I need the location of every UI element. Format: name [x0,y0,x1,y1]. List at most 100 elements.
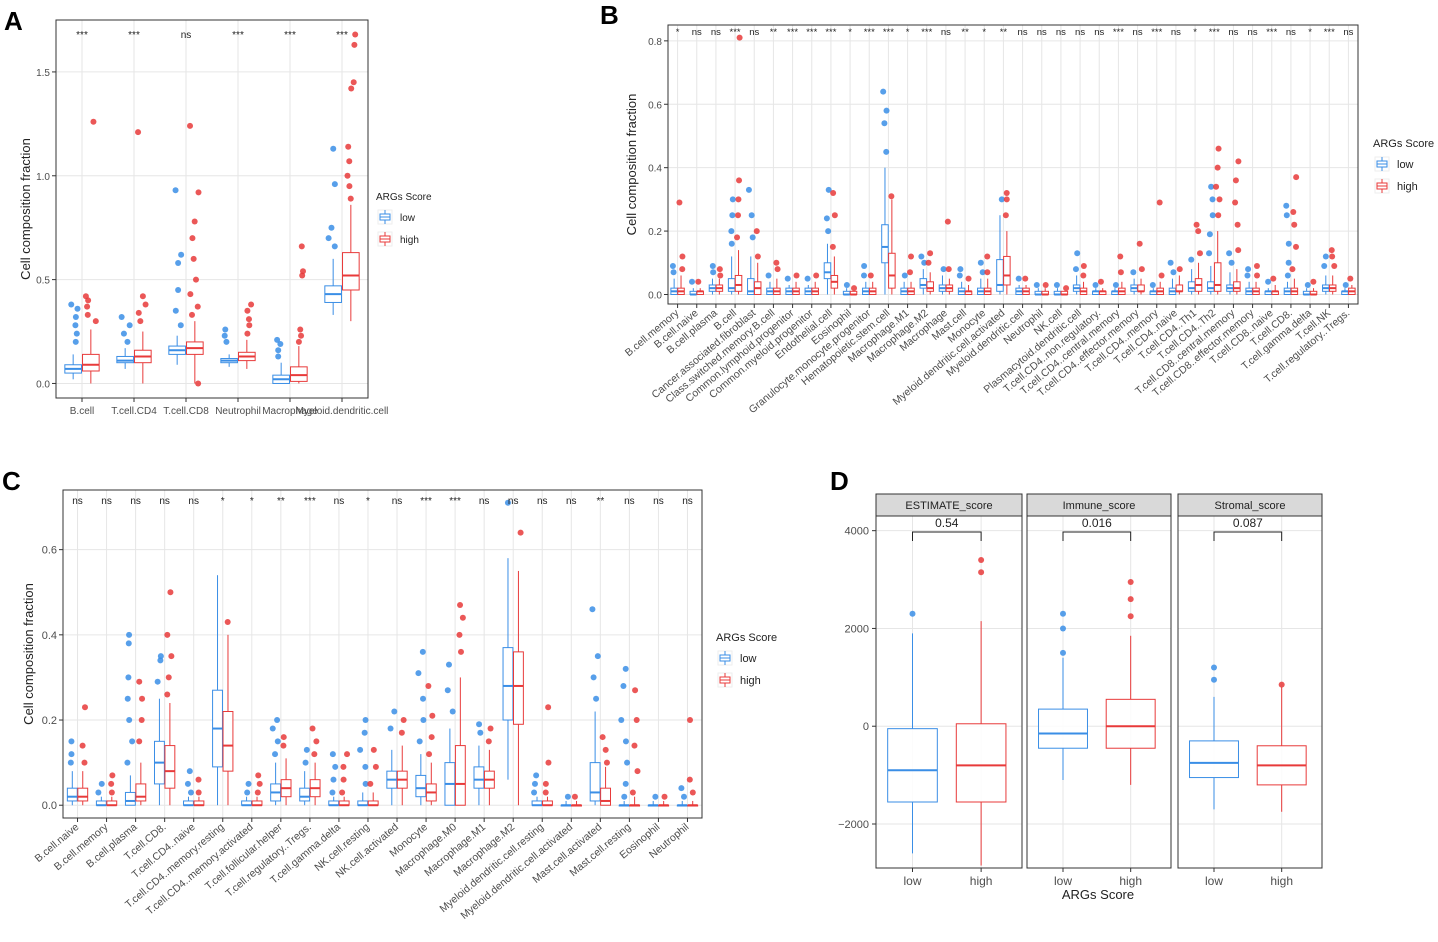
box-low-box [919,278,928,289]
significance-label: ns [682,496,693,507]
box-low-outlier [749,234,756,241]
facet-border [1026,515,1172,869]
box-high-outlier [1195,228,1202,235]
box-high-outlier [689,789,696,796]
box-low-outlier [362,717,369,724]
box-low-outlier [1265,278,1272,285]
significance-label: * [982,27,986,38]
box-high-outlier [138,717,145,724]
y-tick-label: 4000 [845,526,869,538]
panel-label-b: B [600,0,619,30]
x-tick-label: B.cell [70,406,94,417]
significance-label: ns [392,496,403,507]
box-high-outlier [1127,579,1134,585]
box-high-outlier [793,272,800,279]
box-low-outlier [1170,269,1177,276]
box-low-outlier [622,780,629,787]
box-low-outlier [387,725,394,732]
box-low-outlier [95,789,102,796]
box-high-outlier [346,183,353,190]
box-low-outlier [124,695,131,702]
box-low-outlier [728,240,735,247]
box-high-outlier [137,318,144,325]
significance-label: ns [72,496,83,507]
box-high-outlier [661,793,668,800]
significance-label: * [1308,27,1312,38]
x-tick-label: T.cell.CD4 [111,406,157,417]
box-low-outlier [223,338,230,345]
box-low-outlier [73,330,80,337]
box-high-outlier [978,569,985,576]
y-tick-label: 2000 [845,623,869,635]
box-high-box [342,252,360,291]
box-high-outlier [135,309,142,316]
box-low-outlier [825,186,832,193]
box-low-outlier [1167,259,1174,266]
box-low-outlier [1304,281,1311,288]
box-high-outlier [813,272,820,279]
box-high-outlier [1234,221,1241,228]
box-high-outlier [927,250,934,257]
box-low-outlier [1130,269,1137,276]
box-high-outlier [1080,262,1087,269]
box-low-outlier [533,772,540,779]
box-high-outlier [255,772,262,779]
y-tick-label: 1.5 [36,68,50,79]
significance-label: * [848,27,852,38]
box-high-outlier [1003,196,1010,203]
box-low-outlier [125,640,132,647]
box-high-outlier [1235,158,1242,165]
significance-label: *** [420,496,432,507]
significance-label: ns [653,496,664,507]
box-high-outlier [299,268,306,275]
box-high-outlier [109,772,116,779]
box-low-outlier [222,326,229,333]
box-high-outlier [351,41,358,48]
box-high-outlier [1232,177,1239,184]
box-high-outlier [139,293,146,300]
box-low-outlier [618,717,625,724]
box-high-outlier [1290,209,1297,216]
box-high-outlier [1215,145,1222,152]
box-low-outlier [1188,256,1195,263]
significance-label: * [906,27,910,38]
box-high-outlier [280,742,287,749]
box-low-outlier [765,272,772,279]
box-low-outlier [332,763,339,770]
box-low-outlier [1053,281,1060,288]
plot-border [667,24,1359,305]
box-low-outlier [221,332,228,339]
y-tick-label: 0.0 [36,379,50,390]
box-low-outlier [678,785,685,792]
box-high-outlier [965,275,972,282]
box-low-outlier [748,212,755,219]
box-low-box [502,647,514,721]
y-tick-label: 0 [863,721,869,733]
box-low-outlier [1033,281,1040,288]
box-low-outlier [275,347,282,354]
significance-label: *** [806,27,817,38]
y-tick-label: 0.5 [36,276,50,287]
box-low-outlier [564,793,571,800]
box-high-outlier [136,678,143,685]
panel-label-d: D [830,466,849,496]
box-high-outlier [945,266,952,273]
box-low-outlier [172,187,179,194]
box-high-outlier [829,243,836,250]
box-low-outlier [669,262,676,269]
pvalue-bracket [912,531,982,541]
y-tick-label: −2000 [838,819,869,831]
significance-label: ns [1037,27,1047,38]
box-high-outlier [1158,272,1165,279]
box-high-outlier [1117,253,1124,260]
x-tick-label: high [970,874,993,888]
box-high-outlier [631,742,638,749]
box-low-outlier [328,224,335,231]
box-low-outlier [979,269,986,276]
significance-label: *** [449,496,461,507]
box-high-outlier [165,674,172,681]
facet-border [875,515,1023,869]
box-high-box [1105,698,1156,749]
significance-label: *** [825,27,836,38]
box-high-outlier [164,691,171,698]
